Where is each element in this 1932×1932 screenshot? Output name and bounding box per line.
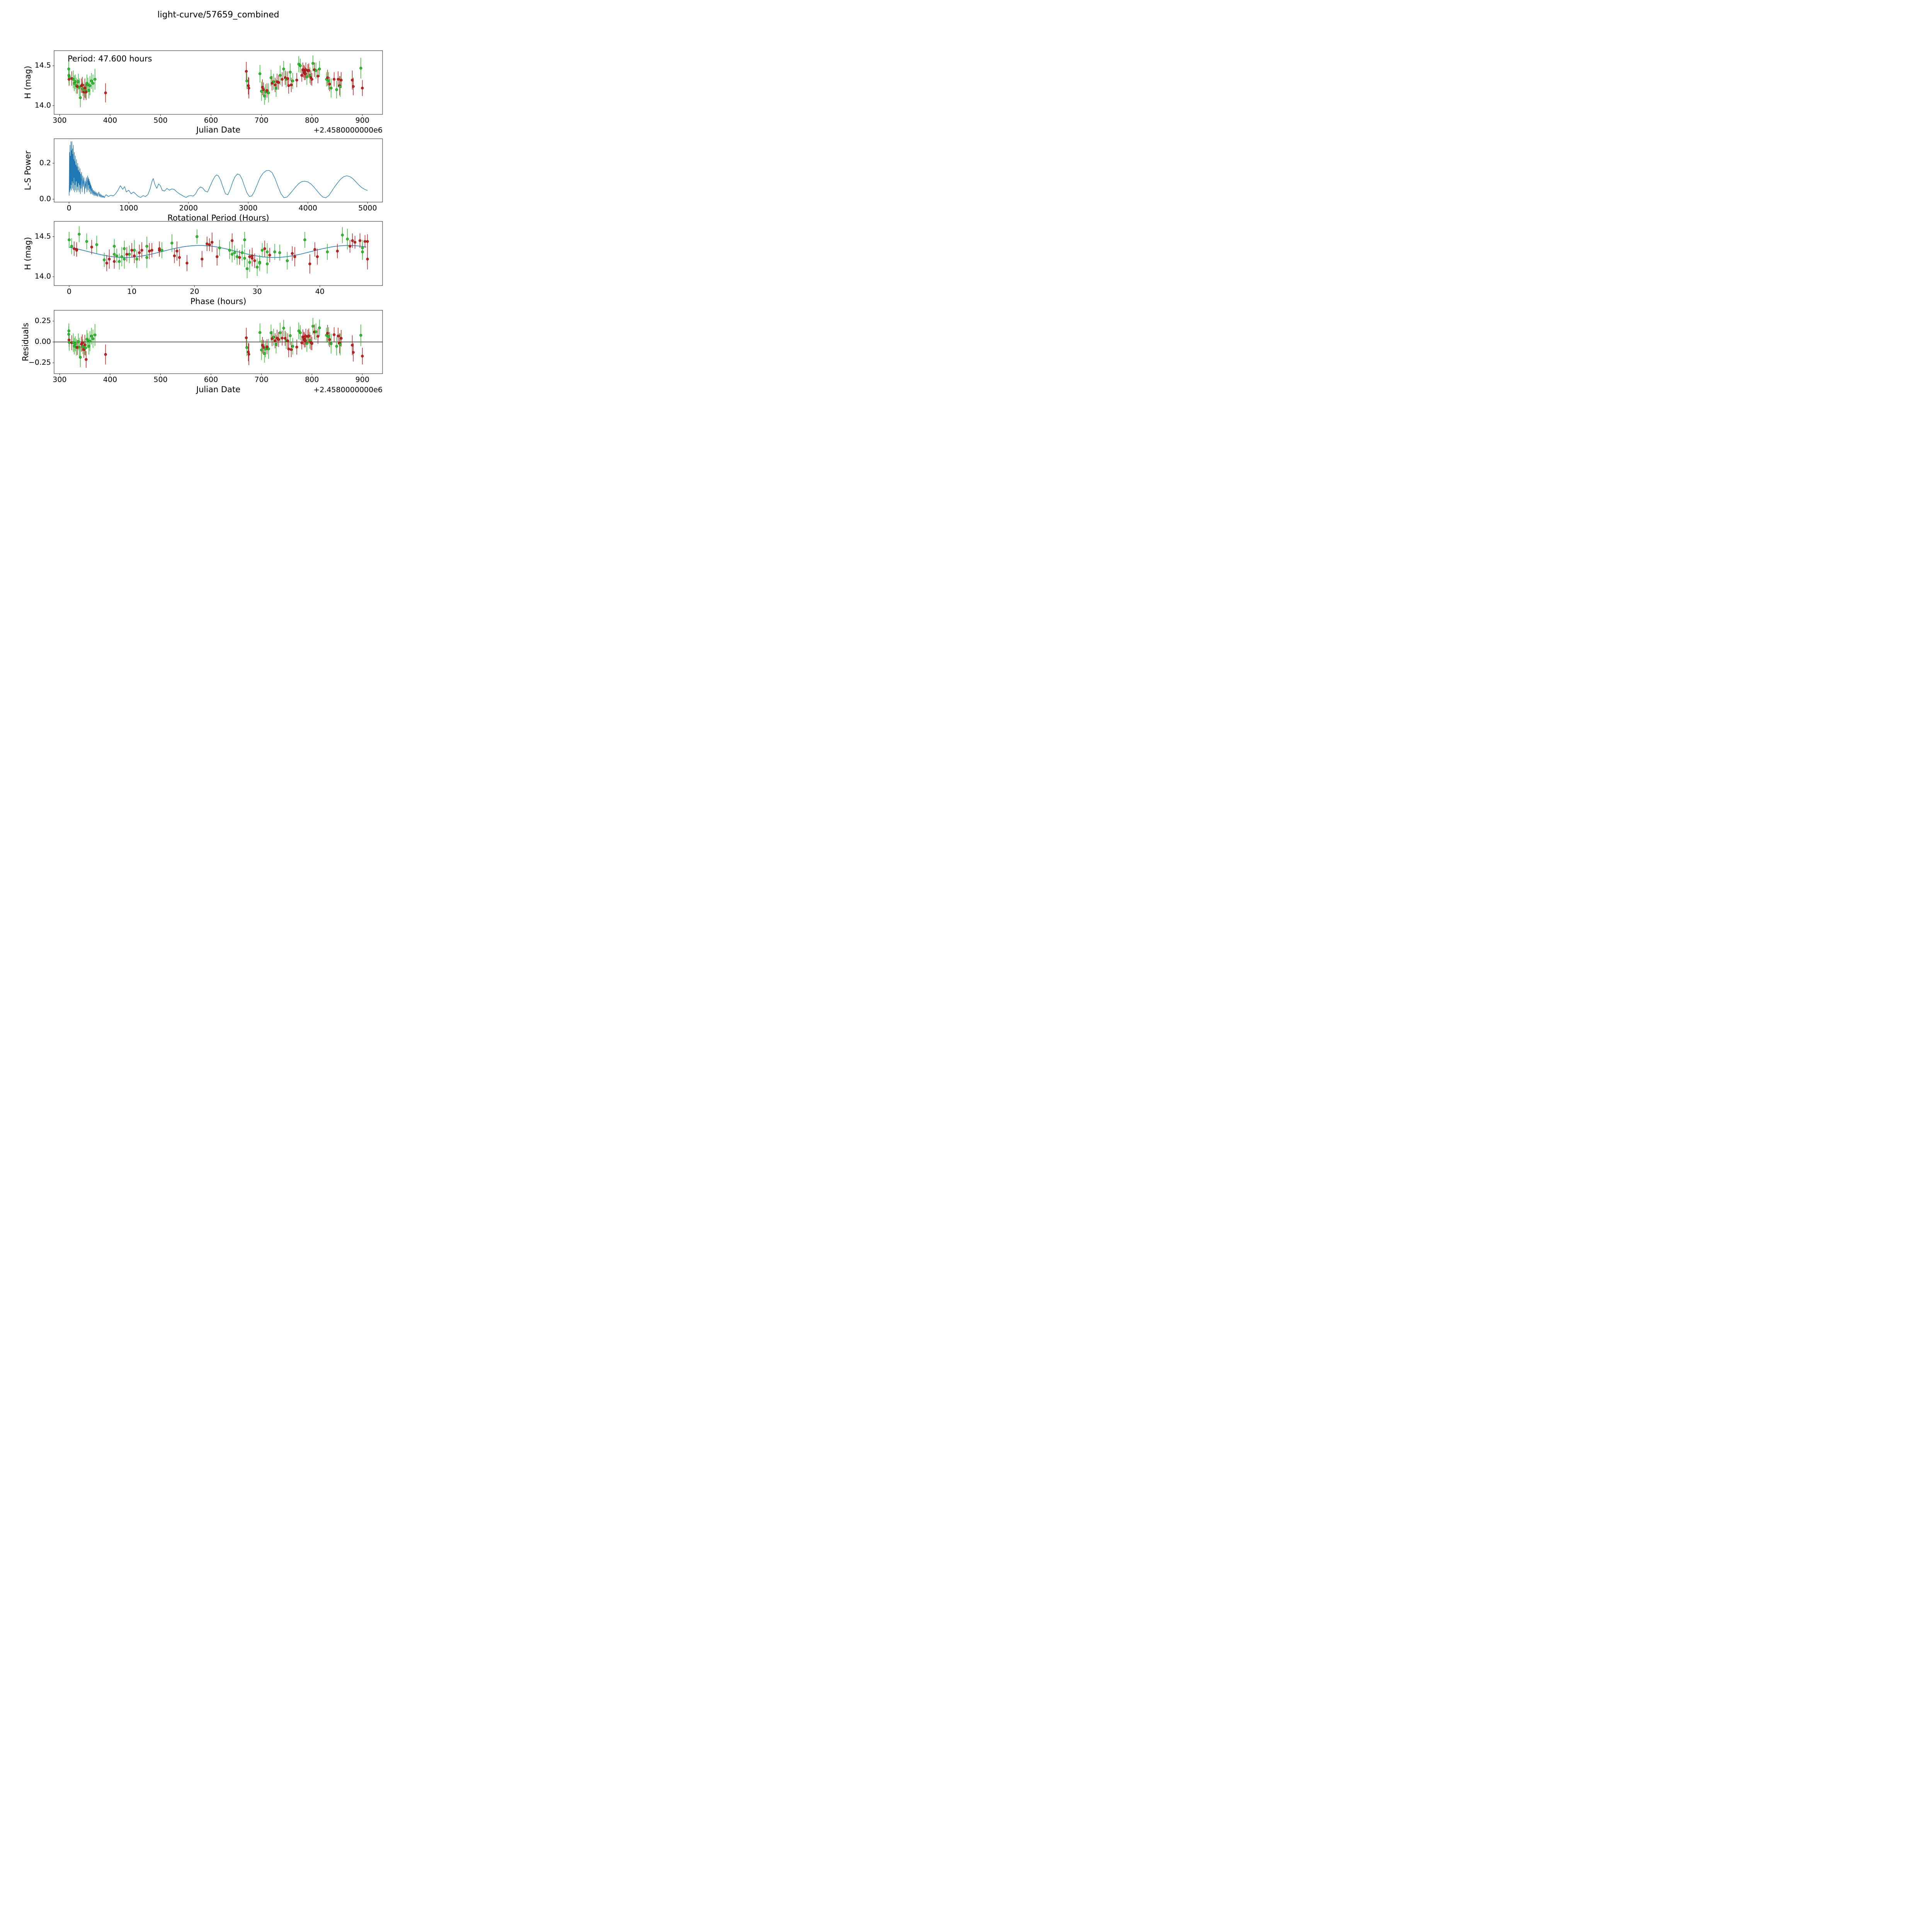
panel2-xlabel: Rotational Period (Hours) [167, 213, 269, 223]
figure-root: light-curve/57659_combined Period: 47.60… [0, 0, 417, 417]
panel3-xlabel: Phase (hours) [190, 297, 247, 306]
panel4-xlabel: Julian Date [196, 385, 241, 394]
panel1-ylabel: H (mag) [23, 66, 32, 99]
figure-title: light-curve/57659_combined [157, 10, 279, 20]
panel1-xlabel: Julian Date [196, 125, 241, 134]
figure-canvas [0, 0, 417, 417]
panel1-x-offset-text: +2.4580000000e6 [313, 126, 383, 134]
panel4-x-offset-text: +2.4580000000e6 [313, 386, 383, 394]
panel2-ylabel: L-S Power [23, 150, 32, 190]
panel3-ylabel: H (mag) [23, 237, 32, 270]
panel4-ylabel: Residuals [21, 323, 30, 361]
period-annotation: Period: 47.600 hours [68, 54, 152, 63]
